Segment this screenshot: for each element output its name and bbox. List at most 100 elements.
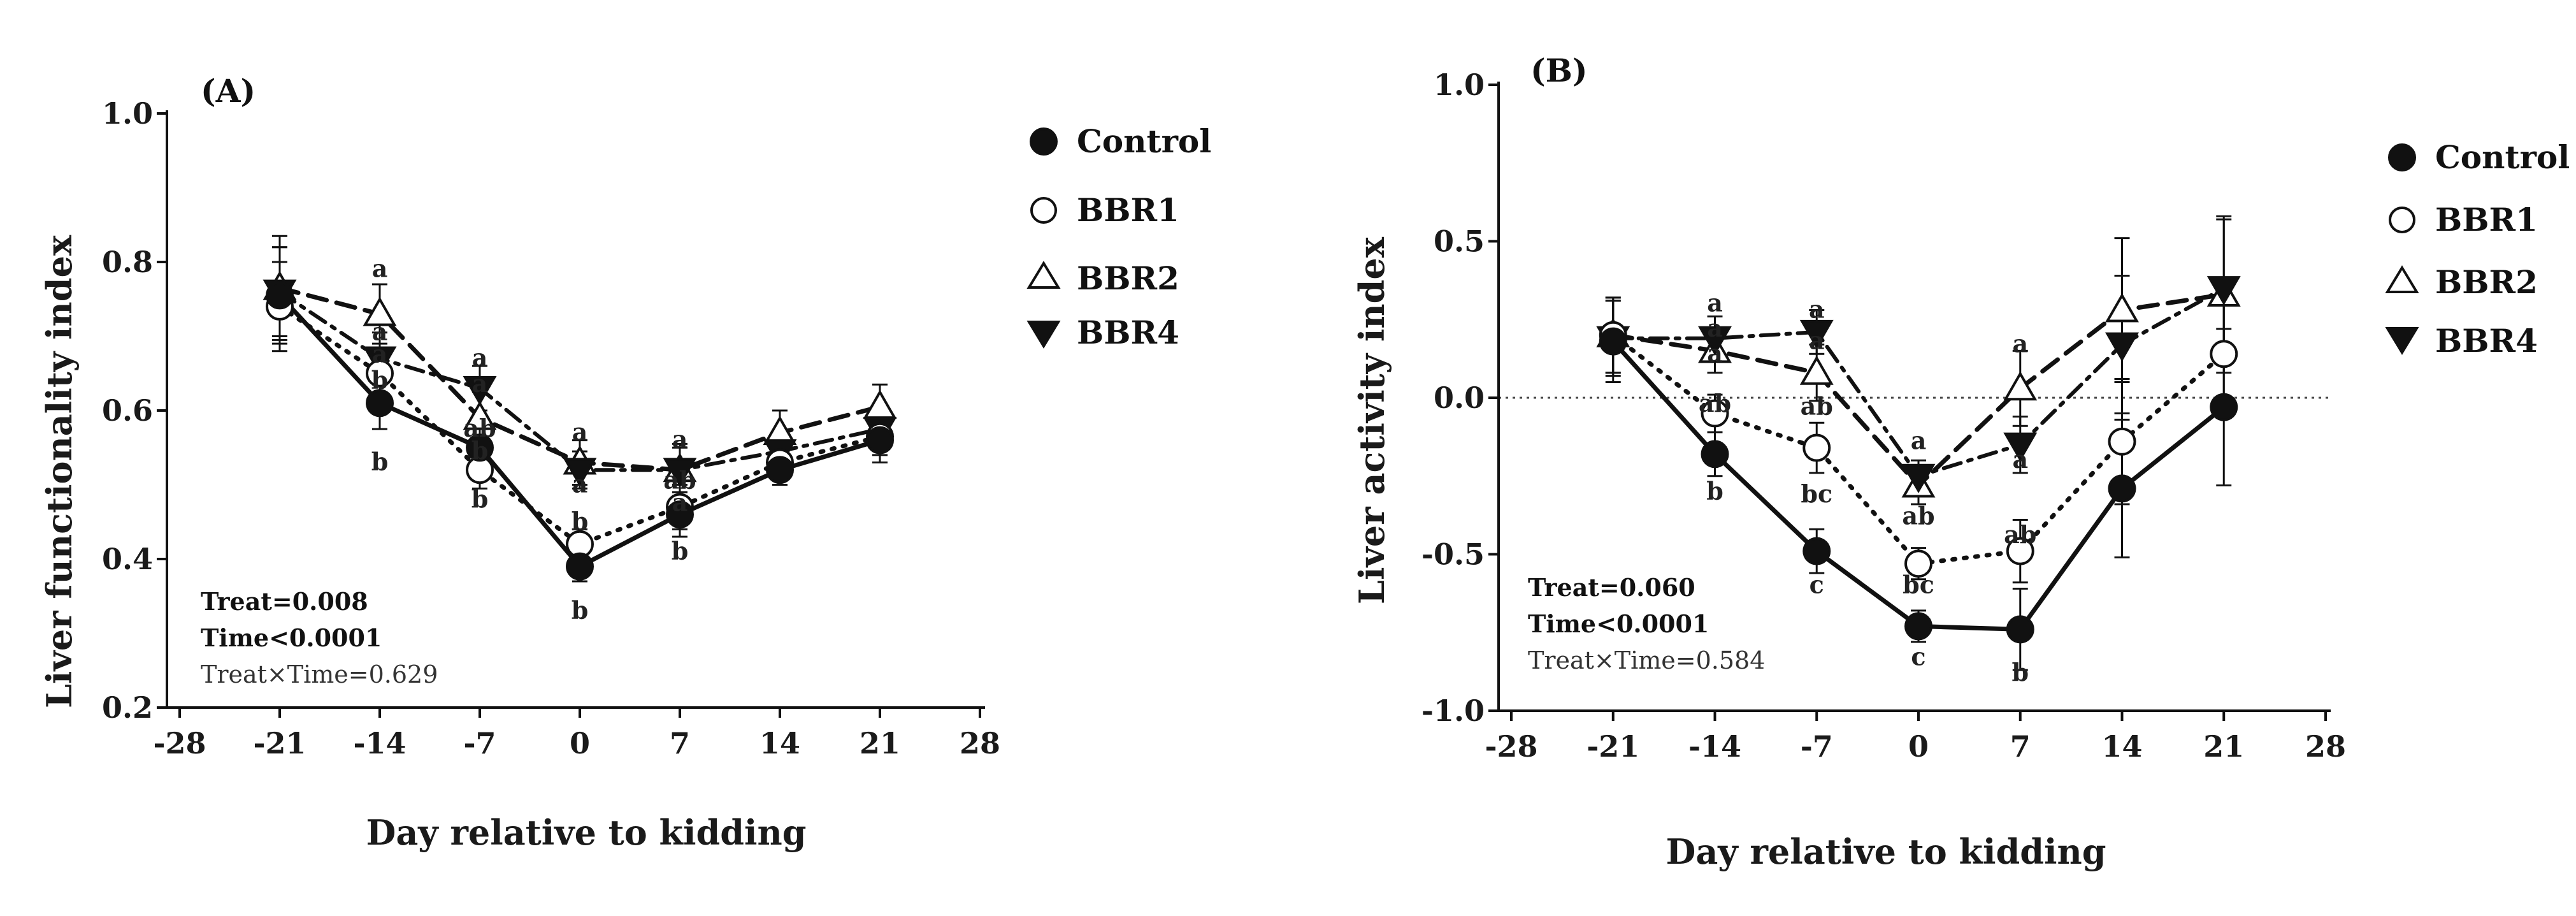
panel-a-point-control xyxy=(666,500,694,529)
panel-b-point-bbr1 xyxy=(2108,427,2136,456)
legend-bbr2-marker-icon xyxy=(1026,261,1061,289)
panel-a-x-tick-label: 28 xyxy=(960,726,1000,760)
panel-a-legend-bbr2: BBR2 xyxy=(1026,259,1179,297)
panel-b-significance-letter: a xyxy=(1707,338,1723,367)
panel-b-y-tick-label: 0.5 xyxy=(1434,224,1485,259)
panel-b-significance-letter: ab xyxy=(1699,389,1731,418)
panel-a-significance-letter: ab xyxy=(463,414,496,442)
panel-b-point-bbr4 xyxy=(1698,326,1732,356)
legend-bbr1-marker-icon xyxy=(1030,197,1057,224)
panel-a-y-axis-title: Liver functionality index xyxy=(39,235,80,708)
panel-a-x-tick-label: 21 xyxy=(860,726,900,760)
panel-b-y-tick-label: -1.0 xyxy=(1421,694,1485,728)
panel-a-point-control xyxy=(866,426,894,454)
panel-b-point-bbr1 xyxy=(2006,537,2034,565)
panel-a-stat-interaction: Treat×Time=0.629 xyxy=(201,660,438,688)
legend-bbr1-label: BBR1 xyxy=(1077,191,1179,229)
panel-b-y-tick-label: 1.0 xyxy=(1434,68,1485,102)
panel-b-x-tick-label: 14 xyxy=(2101,729,2142,764)
legend-control-label: Control xyxy=(1077,122,1211,160)
panel-a-y-tick-label: 0.2 xyxy=(102,690,153,725)
panel-b-point-bbr4 xyxy=(1799,319,1834,349)
panel-a-point-control xyxy=(766,456,794,484)
panel-a-y-tick-label: 0.6 xyxy=(102,393,153,428)
panel-b-label: (B) xyxy=(1530,52,1588,89)
panel-b-y-tick-label: -0.5 xyxy=(1421,537,1485,572)
panel-b-significance-letter: bc xyxy=(1801,479,1832,508)
legend-bbr2-marker-icon xyxy=(2385,265,2419,293)
panel-a-significance-letter: a xyxy=(372,317,388,346)
panel-a-x-tick-label: -28 xyxy=(153,726,206,760)
panel-a-significance-letter: b xyxy=(371,447,389,476)
panel-b-significance-letter: a xyxy=(1707,314,1723,342)
panel-b-x-tick-label: -14 xyxy=(1688,729,1741,764)
panel-a-significance-letter: b xyxy=(371,365,389,394)
panel-b-y-axis-title: Liver activity index xyxy=(1351,236,1392,604)
panel-a-significance-letter: b xyxy=(672,536,689,565)
panel-a-legend-bbr1: BBR1 xyxy=(1030,191,1179,229)
panel-b-legend-bbr1: BBR1 xyxy=(2389,201,2538,238)
panel-a-significance-letter: a xyxy=(472,369,488,398)
panel-a-significance-letter: a xyxy=(372,340,388,368)
panel-b-significance-letter: ab xyxy=(1902,502,1934,530)
panel-a-y-tick-label: 0.4 xyxy=(102,542,153,576)
panel-b-point-bbr1 xyxy=(1701,399,1729,428)
panel-a-significance-letter: a xyxy=(672,425,688,454)
panel-b-point-bbr2 xyxy=(2105,293,2139,323)
panel-a-point-control xyxy=(566,552,594,581)
panel-a-point-bbr4 xyxy=(663,458,697,488)
panel-b-point-bbr2 xyxy=(1799,355,1834,385)
panel-b-point-bbr4 xyxy=(1901,463,1936,493)
panel-b-point-control xyxy=(2108,474,2136,503)
panel-a-legend-control: Control xyxy=(1030,122,1211,160)
panel-b-point-control xyxy=(1904,612,1932,641)
panel-a-x-tick-label: -14 xyxy=(353,726,406,760)
panel-a-point-bbr4 xyxy=(463,376,497,406)
panel-a-point-control xyxy=(266,281,294,310)
panel-b-y-tick-label: 0.0 xyxy=(1434,381,1485,415)
panel-b-legend: Control BBR1 BBR2 BBR4 xyxy=(2385,138,2570,360)
panel-a-legend: Control BBR1 BBR2 BBR4 xyxy=(1026,122,1211,351)
legend-bbr2-label: BBR2 xyxy=(1077,259,1179,297)
panel-b-significance-letter: ab xyxy=(2004,520,2036,549)
panel-b-legend-bbr4: BBR4 xyxy=(2385,322,2538,360)
panel-b-x-axis-title: Day relative to kidding xyxy=(1666,831,2106,872)
panel-b-point-bbr1 xyxy=(2210,340,2238,368)
panel-b-significance-letter: a xyxy=(1809,295,1825,324)
panel-a-chart: 0.20.40.60.81.0-28 -21 -14 -7 0 7 14 21 28aaabba… xyxy=(102,96,1000,760)
panel-a-x-tick-label: -21 xyxy=(253,726,306,760)
panel-a-x-tick-label: 14 xyxy=(759,726,800,760)
panel-b-point-bbr1 xyxy=(1802,433,1831,462)
panel-a-significance-letter: ab xyxy=(663,466,696,495)
panel-b-significance-letter: ab xyxy=(1801,392,1833,421)
panel-b-point-control xyxy=(1701,440,1729,469)
panel-b-significance-letter: b xyxy=(2011,658,2029,687)
panel-b-legend-control: Control xyxy=(2388,138,2570,176)
panel-b-point-bbr4 xyxy=(2105,332,2139,362)
panel-a-point-bbr2 xyxy=(463,400,497,430)
panel-a-significance-letter: b xyxy=(471,484,489,513)
legend-bbr4-label: BBR4 xyxy=(2435,322,2538,360)
panel-a-significance-letter: b xyxy=(572,596,589,625)
legend-control-marker-icon xyxy=(1030,127,1058,156)
legend-control-label: Control xyxy=(2435,138,2570,176)
panel-b-significance-letter: b xyxy=(1706,476,1723,505)
panel-a-significance-letter: a xyxy=(572,418,588,446)
panel-a-significance-letter: a xyxy=(572,470,588,498)
legend-bbr4-marker-icon xyxy=(1026,321,1061,349)
panel-b-significance-letter: a xyxy=(1707,289,1723,317)
panel-a-label: (A) xyxy=(201,72,255,110)
panel-b-point-control xyxy=(1599,327,1627,356)
panel-b-significance-letter: a xyxy=(2012,330,2028,358)
panel-a-significance-letter: a xyxy=(372,254,388,283)
panel-a-point-control xyxy=(466,433,494,462)
panel-a-point-bbr2 xyxy=(363,296,397,326)
panel-b-point-control xyxy=(2006,615,2034,644)
legend-bbr1-marker-icon xyxy=(2389,207,2415,233)
panel-a-point-bbr4 xyxy=(563,458,597,488)
panel-a-point-bbr1 xyxy=(366,359,394,388)
panel-a-y-tick-label: 0.8 xyxy=(102,245,153,279)
panel-a-y-tick-label: 1.0 xyxy=(102,96,153,131)
panel-b-x-tick-label: -7 xyxy=(1801,729,1833,764)
